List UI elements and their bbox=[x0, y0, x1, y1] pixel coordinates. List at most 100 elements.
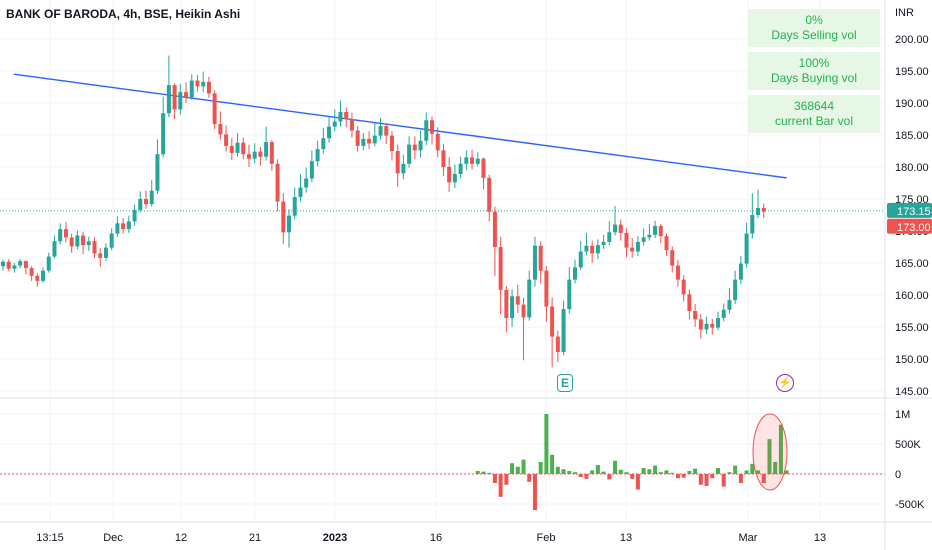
candle-body bbox=[475, 158, 480, 164]
candle-body bbox=[532, 245, 537, 280]
candle-body bbox=[716, 318, 720, 328]
candle-body bbox=[590, 245, 595, 254]
candle-body bbox=[367, 138, 372, 144]
candle-body bbox=[750, 215, 755, 234]
candle-body bbox=[435, 133, 440, 151]
volume-bar bbox=[767, 439, 772, 474]
volume-bar bbox=[515, 466, 520, 474]
candle-body bbox=[733, 279, 738, 301]
candle-body bbox=[607, 232, 612, 242]
candle-body bbox=[161, 113, 166, 155]
y-tick-label: 195.00 bbox=[895, 66, 929, 78]
candle-body bbox=[349, 119, 354, 131]
candle-body bbox=[698, 319, 703, 330]
candle-body bbox=[744, 233, 749, 264]
candle-body bbox=[738, 263, 743, 280]
candle-body bbox=[515, 296, 520, 305]
candle-body bbox=[710, 323, 715, 328]
price-label: 173.15 bbox=[897, 206, 931, 218]
candle-body bbox=[573, 267, 577, 280]
volume-bar bbox=[561, 469, 566, 474]
candle-body bbox=[721, 309, 726, 319]
volume-bar bbox=[624, 472, 629, 474]
candle-body bbox=[138, 199, 143, 210]
price-label: 173.00 bbox=[897, 222, 931, 234]
candle-body bbox=[155, 154, 160, 191]
candle-body bbox=[664, 236, 669, 251]
candle-body bbox=[481, 158, 486, 178]
candle-body bbox=[206, 81, 211, 94]
candle-body bbox=[361, 138, 366, 146]
candle-body bbox=[613, 224, 618, 233]
candle-body bbox=[756, 207, 761, 215]
volume-bar bbox=[687, 471, 692, 474]
candle-body bbox=[258, 151, 263, 157]
volume-bar bbox=[550, 454, 555, 474]
volume-bar bbox=[721, 474, 726, 487]
y-axis-unit: INR bbox=[895, 7, 914, 19]
price-label-bg bbox=[887, 202, 932, 218]
candle-body bbox=[75, 235, 80, 247]
candle-body bbox=[18, 261, 23, 266]
candle-body bbox=[195, 80, 200, 87]
candle-body bbox=[109, 233, 114, 248]
candle-body bbox=[189, 80, 194, 98]
volume-bar bbox=[498, 474, 503, 497]
volume-bar bbox=[555, 466, 560, 474]
x-tick-label: 12 bbox=[175, 532, 187, 544]
volume-bar bbox=[716, 468, 720, 474]
candle-body bbox=[510, 296, 515, 319]
candle-body bbox=[126, 221, 131, 230]
x-tick-label: 13 bbox=[620, 532, 632, 544]
x-tick-label: 13 bbox=[814, 532, 826, 544]
volume-bar bbox=[544, 414, 549, 474]
candle-body bbox=[704, 323, 709, 330]
candle-body bbox=[727, 300, 732, 310]
candle-body bbox=[670, 250, 675, 266]
candle-body bbox=[424, 120, 429, 141]
candle-body bbox=[304, 178, 309, 188]
candle-body bbox=[172, 85, 177, 110]
trendline bbox=[13, 73, 787, 179]
x-tick-label: Feb bbox=[537, 532, 556, 544]
volume-bar bbox=[492, 474, 497, 483]
split-event-icon[interactable]: ⚡ bbox=[776, 374, 794, 392]
candle-body bbox=[441, 150, 446, 167]
candle-body bbox=[46, 256, 51, 271]
volume-tick-label: 0 bbox=[895, 469, 901, 481]
candle-body bbox=[595, 245, 600, 254]
volume-bar bbox=[693, 468, 698, 474]
candle-body bbox=[658, 225, 663, 237]
volume-bar bbox=[778, 424, 783, 474]
volume-bar bbox=[613, 460, 618, 474]
candle-body bbox=[647, 234, 652, 238]
candle-body bbox=[12, 265, 17, 269]
volume-bar bbox=[607, 474, 612, 480]
candle-body bbox=[464, 157, 469, 164]
x-tick-label: 13:15 bbox=[36, 532, 64, 544]
volume-bar bbox=[510, 463, 515, 474]
volume-bar bbox=[756, 470, 761, 474]
candle-body bbox=[201, 81, 206, 87]
volume-bar bbox=[538, 462, 543, 474]
candle-body bbox=[538, 245, 543, 271]
candle-body bbox=[1, 261, 5, 267]
candle-body bbox=[321, 138, 326, 150]
candle-body bbox=[675, 265, 680, 280]
info-value: 100% bbox=[798, 56, 830, 70]
y-tick-label: 145.00 bbox=[895, 386, 929, 398]
candle-body bbox=[287, 215, 291, 233]
volume-bar bbox=[670, 472, 675, 474]
x-tick-label: Dec bbox=[103, 532, 123, 544]
earnings-event-icon[interactable]: E bbox=[557, 374, 573, 392]
x-tick-label: Mar bbox=[739, 532, 758, 544]
volume-bar bbox=[681, 474, 686, 478]
candle-body bbox=[298, 187, 303, 198]
volume-bar bbox=[658, 472, 663, 474]
candle-body bbox=[252, 151, 257, 159]
volume-bar bbox=[584, 474, 589, 479]
info-label: Days Selling vol bbox=[771, 28, 857, 42]
candle-body bbox=[624, 232, 629, 248]
volume-bar bbox=[475, 471, 480, 474]
